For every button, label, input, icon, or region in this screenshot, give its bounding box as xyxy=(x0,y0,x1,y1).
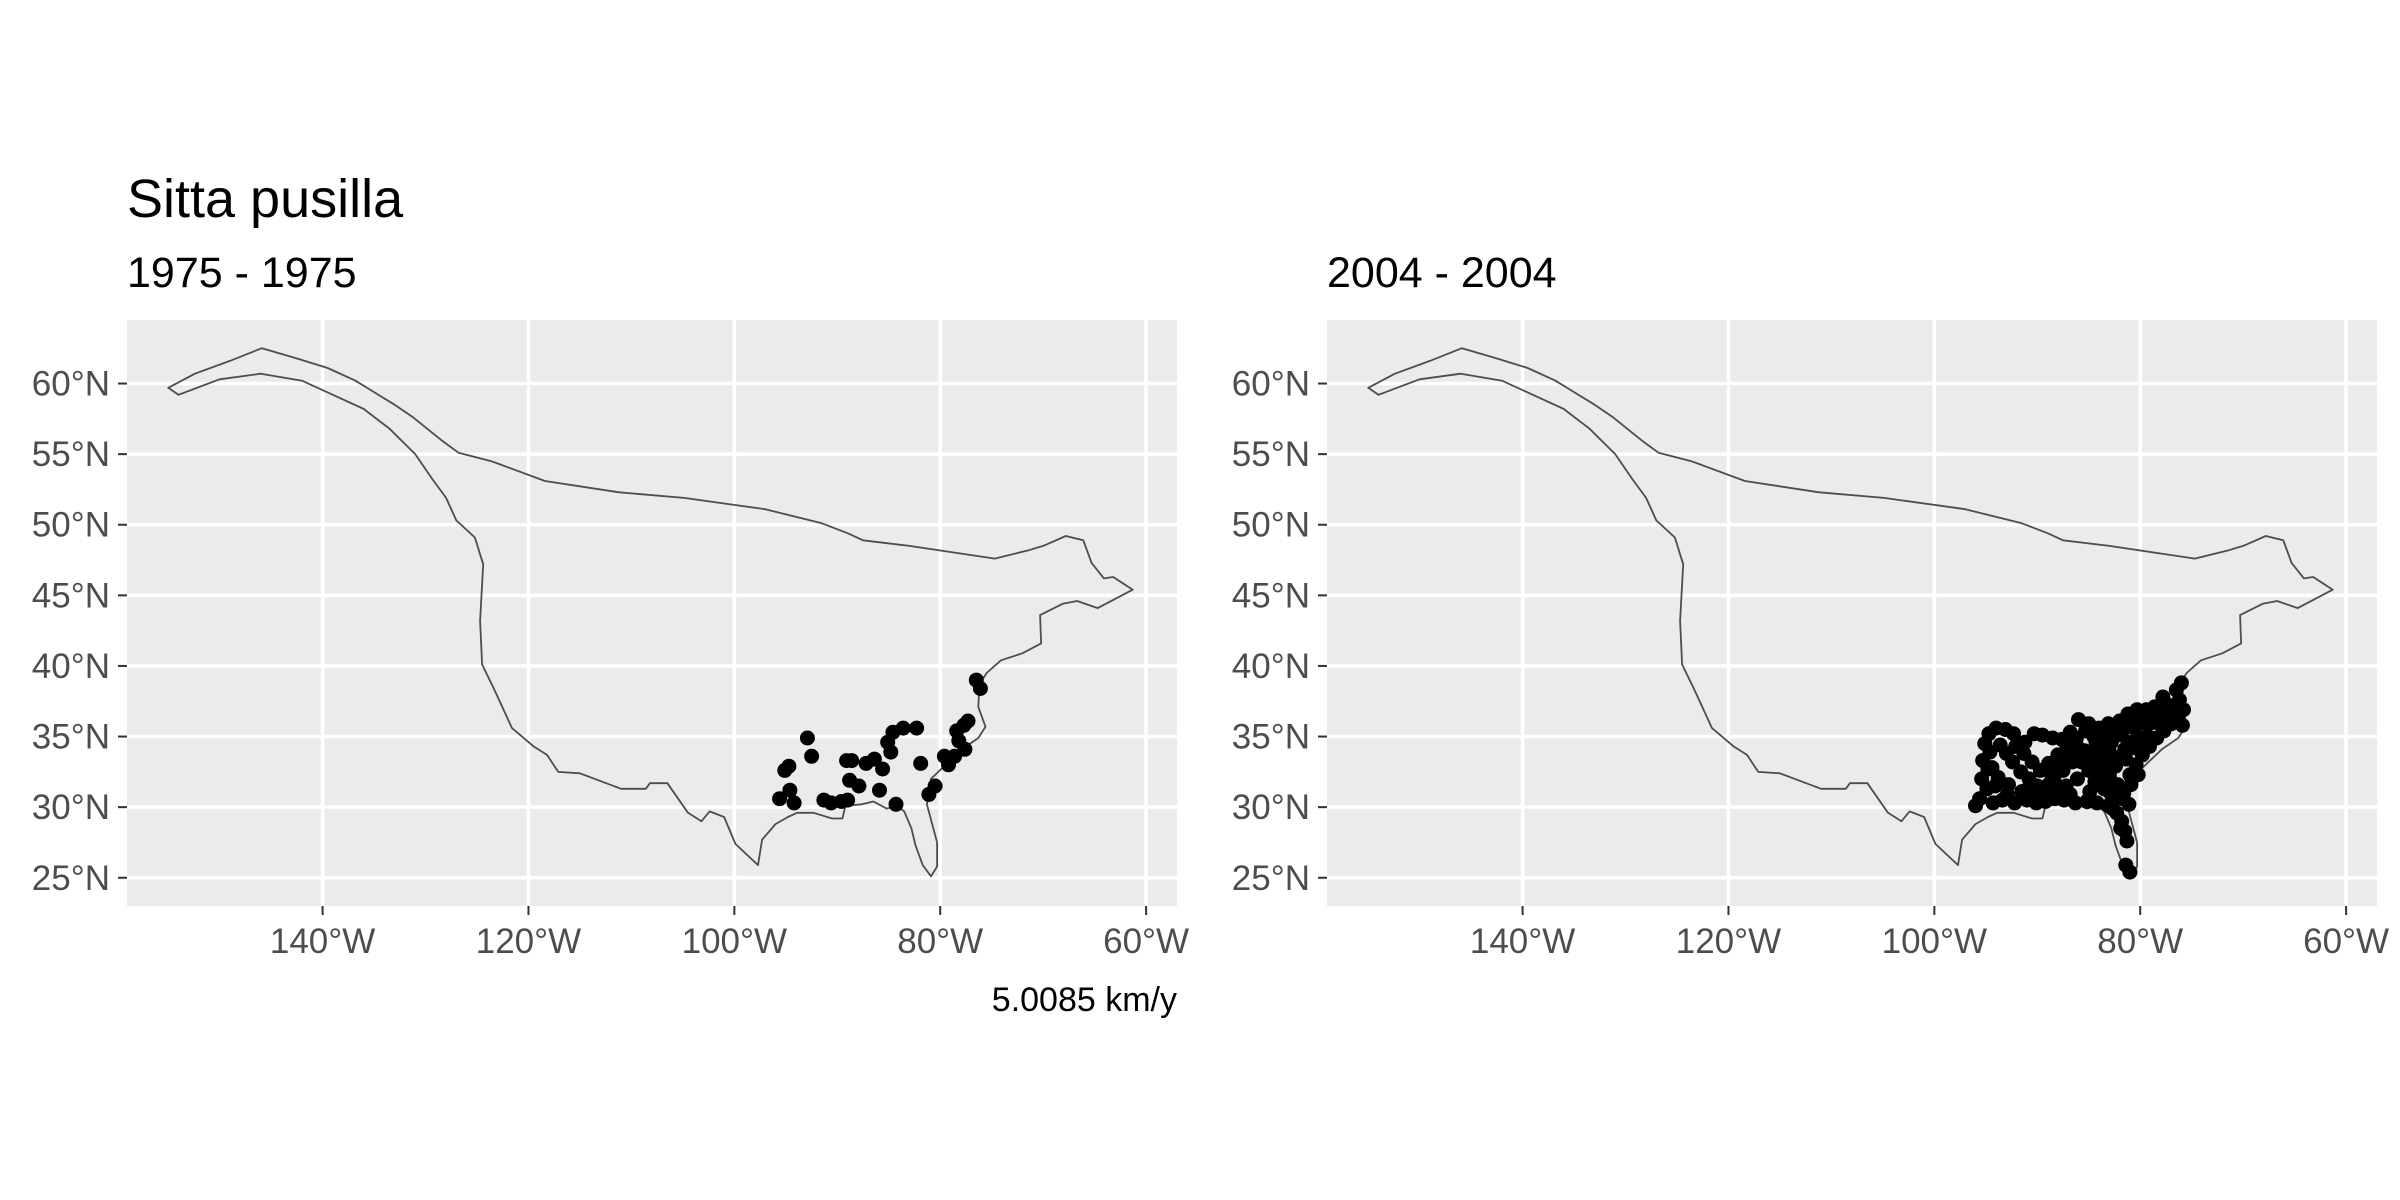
figure-caption: 5.0085 km/y xyxy=(992,981,1177,1019)
occurrence-point xyxy=(2141,729,2156,745)
panel-background xyxy=(1327,320,2377,906)
x-tick-label: 80°W xyxy=(897,922,983,961)
occurrence-point xyxy=(2130,767,2146,783)
occurrence-point xyxy=(2119,833,2135,849)
y-tick-label: 40°N xyxy=(32,647,110,686)
x-tick-label: 60°W xyxy=(2303,922,2389,961)
occurrence-point xyxy=(1999,786,2015,802)
y-tick-label: 45°N xyxy=(32,576,110,615)
occurrence-point xyxy=(777,762,793,778)
map-panel-2004: 140°W 120°W 100°W 80°W 60°W 60°N 55°N 50°N 45°N 4… xyxy=(1232,320,2389,961)
y-tick-label: 60°N xyxy=(1232,365,1310,404)
x-tick-label: 80°W xyxy=(2097,922,2183,961)
x-tick-label: 140°W xyxy=(270,922,375,961)
y-tick-label: 40°N xyxy=(1232,647,1310,686)
occurrence-point xyxy=(772,791,788,807)
occurrence-point xyxy=(872,782,887,798)
y-tick-label: 50°N xyxy=(1232,506,1310,545)
occurrence-point xyxy=(2071,712,2086,728)
occurrence-point xyxy=(972,681,988,696)
y-tick-label: 25°N xyxy=(1232,859,1310,898)
occurrence-point xyxy=(2155,689,2171,705)
occurrence-point xyxy=(2069,771,2085,787)
occurrence-point xyxy=(875,761,891,777)
y-tick-label: 60°N xyxy=(32,365,110,404)
occurrence-point xyxy=(2122,864,2138,880)
occurrence-point xyxy=(909,720,925,736)
occurrence-point xyxy=(1984,760,2000,776)
y-tick-label: 50°N xyxy=(32,506,110,545)
occurrence-point xyxy=(2122,717,2138,733)
occurrence-point xyxy=(2115,791,2131,807)
occurrence-point xyxy=(1987,778,2003,794)
occurrence-point xyxy=(888,796,904,812)
occurrence-point xyxy=(2118,751,2134,767)
occurrence-point xyxy=(2166,700,2182,716)
occurrence-point xyxy=(786,795,802,811)
occurrence-point xyxy=(2133,712,2149,728)
occurrence-point xyxy=(2005,754,2021,770)
panel-background xyxy=(127,320,1177,906)
occurrence-point xyxy=(2099,726,2115,742)
occurrence-point xyxy=(2071,748,2086,764)
occurrence-point xyxy=(816,792,832,808)
occurrence-point xyxy=(840,792,856,808)
occurrence-point xyxy=(2145,714,2161,730)
x-tick-label: 100°W xyxy=(1882,922,1987,961)
y-tick-label: 25°N xyxy=(32,859,110,898)
panel-subtitle-1975: 1975 - 1975 xyxy=(127,249,357,297)
occurrence-point xyxy=(936,748,952,764)
occurrence-point xyxy=(2082,784,2098,800)
occurrence-point xyxy=(858,755,874,771)
y-tick-label: 55°N xyxy=(32,435,110,474)
range-outline xyxy=(167,347,1134,878)
occurrence-point xyxy=(2088,734,2104,750)
occurrence-point xyxy=(921,786,937,802)
x-tick-label: 120°W xyxy=(1676,922,1781,961)
occurrence-point xyxy=(2102,785,2118,801)
panel-subtitle-2004: 2004 - 2004 xyxy=(1327,249,1557,297)
occurrence-point xyxy=(782,782,798,798)
figure-title: Sitta pusilla xyxy=(127,169,404,229)
occurrence-point xyxy=(2062,786,2078,802)
occurrence-point xyxy=(844,753,860,769)
y-tick-label: 45°N xyxy=(1232,576,1310,615)
y-tick-label: 35°N xyxy=(32,718,110,757)
map-panel-1975: 140°W 120°W 100°W 80°W 60°W 60°N 55°N 50°N 45°N 4… xyxy=(32,320,1189,961)
occurrence-point xyxy=(2127,740,2143,756)
occurrence-point xyxy=(804,748,820,764)
occurrence-point xyxy=(2095,772,2111,788)
occurrence-point xyxy=(2041,777,2057,793)
occurrence-point xyxy=(1968,798,1983,814)
x-tick-label: 60°W xyxy=(1103,922,1189,961)
y-tick-label: 55°N xyxy=(1232,435,1310,474)
occurrence-point xyxy=(2174,717,2190,733)
occurrence-point xyxy=(2020,781,2036,797)
occurrence-point xyxy=(2111,722,2127,737)
occurrence-point xyxy=(2089,795,2105,811)
x-tick-label: 140°W xyxy=(1470,922,1575,961)
occurrence-point xyxy=(799,730,815,746)
occurrence-point xyxy=(2113,820,2129,836)
x-tick-label: 120°W xyxy=(476,922,581,961)
y-tick-label: 30°N xyxy=(1232,788,1310,827)
occurrence-point xyxy=(2008,738,2024,754)
x-tick-label: 100°W xyxy=(682,922,787,961)
occurrence-point xyxy=(913,755,929,771)
occurrence-point xyxy=(842,772,858,788)
occurrence-point xyxy=(883,744,899,760)
y-tick-label: 35°N xyxy=(1232,718,1310,757)
y-tick-label: 30°N xyxy=(32,788,110,827)
occurrence-point xyxy=(2104,801,2120,817)
